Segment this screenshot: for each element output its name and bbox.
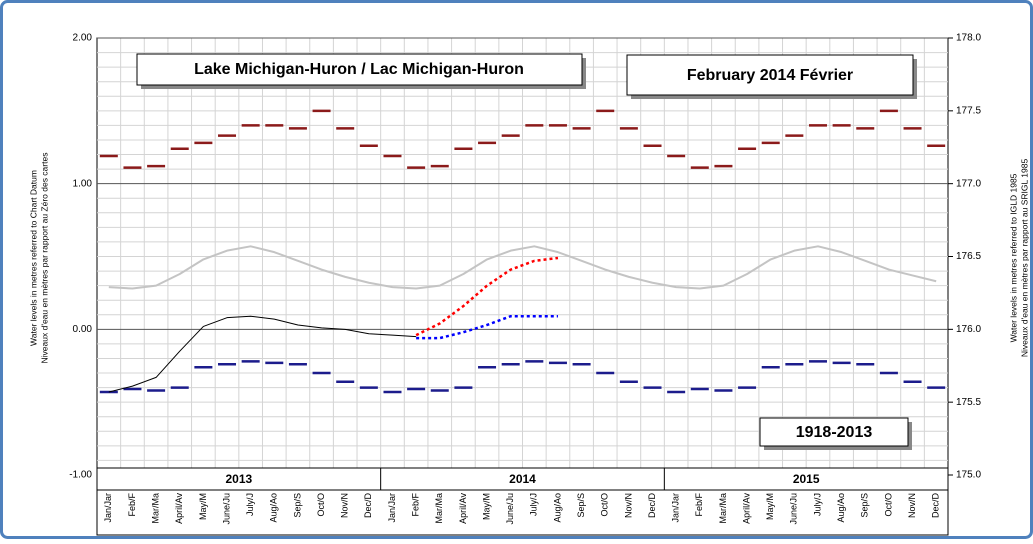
x-tick-label: June/Ju <box>789 493 799 525</box>
year-label: 2015 <box>793 472 820 486</box>
subtitle-box <box>626 54 914 96</box>
x-tick-label: May/M <box>765 493 775 520</box>
x-tick-label: Mar/Ma <box>434 493 444 524</box>
x-tick-label: Feb/F <box>127 493 137 517</box>
y-tick-label: 2.00 <box>73 33 93 44</box>
x-tick-label: July/J <box>245 493 255 516</box>
x-tick-label: July/J <box>812 493 822 516</box>
x-tick-label: April/Av <box>741 493 751 524</box>
x-tick-label: Aug/Ao <box>836 493 846 523</box>
x-tick-label: Mar/Ma <box>150 493 160 524</box>
x-tick-label: April/Av <box>458 493 468 524</box>
y-axis-label: Niveaux d'eau en mètres par rapport au Z… <box>39 153 49 364</box>
x-tick-label: Sep/S <box>292 493 302 518</box>
x-tick-label: Jan/Jar <box>671 493 681 523</box>
y2-tick-label: 176.5 <box>956 251 981 262</box>
x-tick-label: April/Av <box>174 493 184 524</box>
x-tick-label: Jan/Jar <box>387 493 397 523</box>
overlay: Lake Michigan-Huron / Lac Michigan-Huron… <box>28 53 1029 450</box>
x-tick-label: Nov/N <box>907 493 917 518</box>
y2-tick-label: 175.5 <box>956 397 981 408</box>
y-tick-label: 0.00 <box>73 324 93 335</box>
y2-tick-label: 175.0 <box>956 470 981 481</box>
y2-axis-label: Niveaux d'eau en mètres par rapport au S… <box>1019 159 1029 358</box>
annotation-box <box>759 417 909 447</box>
x-tick-label: July/J <box>529 493 539 516</box>
y2-tick-label: 177.5 <box>956 105 981 116</box>
year-label: 2014 <box>509 472 536 486</box>
x-tick-label: Aug/Ao <box>552 493 562 523</box>
x-tick-label: Mar/Ma <box>718 493 728 524</box>
marks: 2013 2014 2015 Jan/Jar Feb/F Mar/Ma April/Av Ma… <box>96 109 949 536</box>
month-band <box>96 489 949 536</box>
x-tick-label: Sep/S <box>576 493 586 518</box>
x-tick-label: Dec/D <box>363 493 373 519</box>
y-axis-label: Water levels in metres referred to Chart… <box>28 170 38 346</box>
annotation: 1918-2013 <box>796 424 873 441</box>
grid: -1.00 0.00 1.00 2.00 175.0 175.5 176.0 176.5 177… <box>69 33 981 481</box>
x-tick-label: Dec/D <box>931 493 941 519</box>
level-line <box>108 315 417 393</box>
x-tick-label: Aug/Ao <box>269 493 279 523</box>
x-tick-label: Nov/N <box>623 493 633 518</box>
x-tick-label: May/M <box>198 493 208 520</box>
chart-title: Lake Michigan-Huron / Lac Michigan-Huron <box>194 61 524 78</box>
x-tick-label: Feb/F <box>411 493 421 517</box>
y-tick-label: 1.00 <box>73 178 93 189</box>
forecast-line <box>416 314 558 340</box>
x-tick-label: June/Ju <box>505 493 515 525</box>
y2-tick-label: 178.0 <box>956 33 981 44</box>
x-tick-label: Feb/F <box>694 493 704 517</box>
level-line <box>108 245 937 290</box>
x-tick-label: Oct/O <box>316 493 326 517</box>
x-tick-label: Dec/D <box>647 493 657 519</box>
forecast-line <box>415 256 559 337</box>
x-tick-label: Oct/O <box>600 493 610 517</box>
y2-axis-label: Water levels in metres referred to IGLD … <box>1008 173 1018 342</box>
x-tick-label: Jan/Jar <box>103 493 113 523</box>
x-tick-label: Oct/O <box>883 493 893 517</box>
x-tick-label: Sep/S <box>860 493 870 518</box>
chart-subtitle: February 2014 Février <box>687 67 853 84</box>
y2-tick-label: 176.0 <box>956 324 981 335</box>
year-label: 2013 <box>225 472 252 486</box>
x-tick-label: May/M <box>481 493 491 520</box>
y2-tick-label: 177.0 <box>956 178 981 189</box>
x-tick-label: Nov/N <box>340 493 350 518</box>
x-tick-label: June/Ju <box>221 493 231 525</box>
y-tick-label: -1.00 <box>69 470 92 481</box>
title-box <box>136 53 583 86</box>
